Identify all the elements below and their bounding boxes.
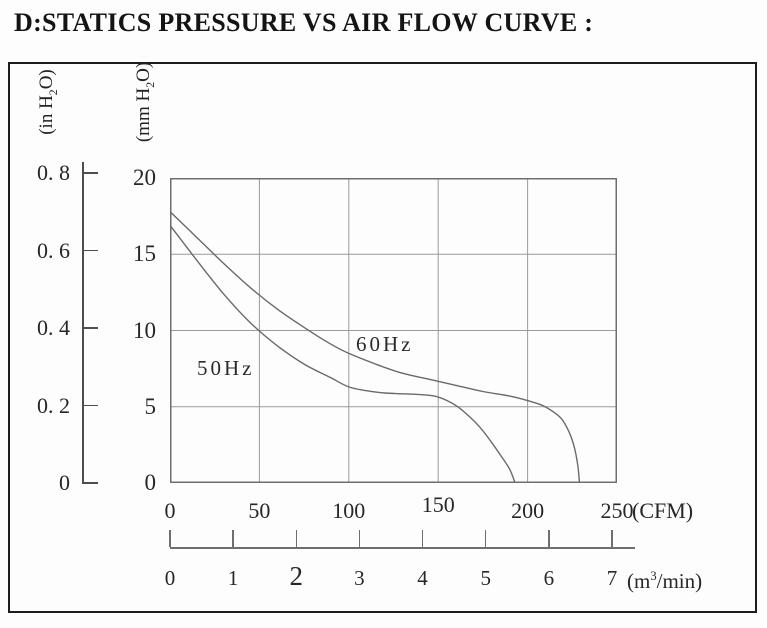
in-h2o-tick-mark <box>82 482 98 484</box>
in-h2o-tick-mark <box>82 172 98 174</box>
in-h2o-label-subscript: 2 <box>46 89 60 96</box>
m3min-tick-mark <box>421 530 424 547</box>
plot-border <box>170 178 617 483</box>
in-h2o-label-text: (in H <box>36 95 57 135</box>
mm-h2o-tick-label: 10 <box>133 317 156 343</box>
m3min-tick-mark <box>169 530 171 547</box>
in-h2o-label-text-end: O) <box>36 69 57 90</box>
m3min-tick-label: 5 <box>480 566 491 590</box>
m3min-unit-text: (m <box>627 569 651 593</box>
m3min-tick-label: 7 <box>606 566 618 590</box>
in-h2o-tick-label: 0. 8 <box>37 160 70 186</box>
curve-50hz <box>170 224 516 483</box>
cfm-tick-label: 250 <box>600 498 634 523</box>
mm-h2o-tick-label: 15 <box>133 241 156 267</box>
m3min-tick-mark <box>232 530 234 547</box>
page-title: D:STATICS PRESSURE VS AIR FLOW CURVE : <box>14 8 594 37</box>
m3min-tick-mark <box>611 530 613 547</box>
m3min-scale-axis-line <box>170 547 635 549</box>
cfm-tick-label: 200 <box>511 498 545 523</box>
m3min-tick-label: 3 <box>354 566 365 590</box>
chart-figure-frame <box>8 62 757 613</box>
m3min-tick-mark <box>358 530 361 547</box>
cfm-tick-label: 50 <box>248 498 271 523</box>
mm-h2o-tick-label: 0 <box>144 470 157 495</box>
in-h2o-tick-label: 0. 4 <box>37 315 70 341</box>
m3min-tick-mark <box>295 530 297 547</box>
in-h2o-tick-label: 0. 6 <box>37 237 70 263</box>
mm-h2o-tick-label: 5 <box>144 393 157 419</box>
m3min-unit-text-end: /min) <box>656 569 703 593</box>
m3min-tick-label: 4 <box>417 566 428 590</box>
cfm-tick-label: 100 <box>332 498 366 523</box>
mm-h2o-tick-label: 20 <box>133 165 156 190</box>
curve-60hz <box>170 210 581 483</box>
mm-h2o-axis-unit-label: (mm H2O) <box>133 58 157 146</box>
in-h2o-tick-mark <box>82 404 98 407</box>
series-label-50hz: 50Hz <box>197 356 255 380</box>
m3min-tick-label: 1 <box>227 566 239 590</box>
cfm-unit-label: (CFM) <box>632 498 694 523</box>
m3min-tick-label: 2 <box>289 561 304 591</box>
cfm-tick-label: 0 <box>164 498 176 523</box>
m3min-tick-label: 6 <box>543 566 555 590</box>
mm-h2o-label-text-end: O) <box>133 61 154 82</box>
m3min-tick-mark <box>485 530 487 547</box>
in-h2o-tick-mark <box>82 327 98 329</box>
plot-area <box>170 178 617 483</box>
m3min-unit-superscript: 3 <box>650 569 657 583</box>
mm-h2o-label-text: (mm H <box>133 87 154 143</box>
in-h2o-tick-mark <box>82 249 98 252</box>
series-label-60hz: 60Hz <box>356 332 414 356</box>
cfm-tick-label: 150 <box>421 492 455 517</box>
in-h2o-scale-axis-line <box>82 162 84 483</box>
in-h2o-tick-label: 0. 2 <box>37 392 70 418</box>
m3min-tick-mark <box>548 530 550 547</box>
mm-h2o-label-subscript: 2 <box>143 81 157 88</box>
m3min-unit-label: (m3/min) <box>627 564 702 593</box>
in-h2o-tick-label: 0 <box>59 470 70 495</box>
m3min-tick-label: 0 <box>164 566 176 590</box>
in-h2o-axis-unit-label: (in H2O) <box>36 62 60 142</box>
